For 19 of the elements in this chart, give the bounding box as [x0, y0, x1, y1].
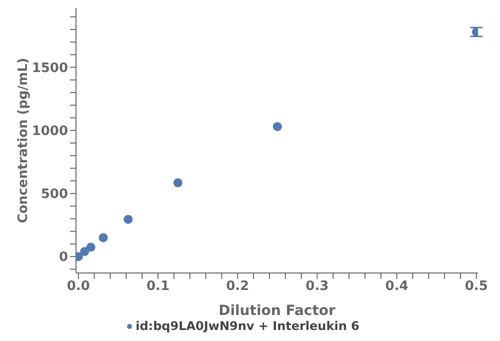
- x-axis-title: Dilution Factor: [218, 303, 336, 319]
- y-tick-label: 0: [58, 250, 68, 266]
- point: [86, 242, 96, 252]
- x-tick-label: 0.4: [385, 279, 408, 294]
- x-tick-label: 0.2: [226, 279, 250, 294]
- x-tick-label: 0.5: [464, 279, 488, 294]
- y-tick-label: 1500: [32, 60, 68, 76]
- x-tick-label: 0.3: [306, 279, 329, 294]
- x-tick-label: 0.0: [66, 279, 90, 294]
- y-tick-label: 500: [40, 187, 68, 202]
- point: [272, 122, 282, 132]
- legend-label: id:bq9LA0JwN9nv + Interleukin 6: [136, 319, 360, 333]
- x-tick-label: 0.1: [146, 279, 170, 294]
- point: [98, 233, 108, 242]
- y-axis-title: Concentration (pg/mL): [16, 58, 31, 224]
- y-tick-label: 1000: [32, 124, 68, 140]
- point: [80, 247, 90, 256]
- point: [124, 214, 133, 224]
- point: [173, 178, 182, 188]
